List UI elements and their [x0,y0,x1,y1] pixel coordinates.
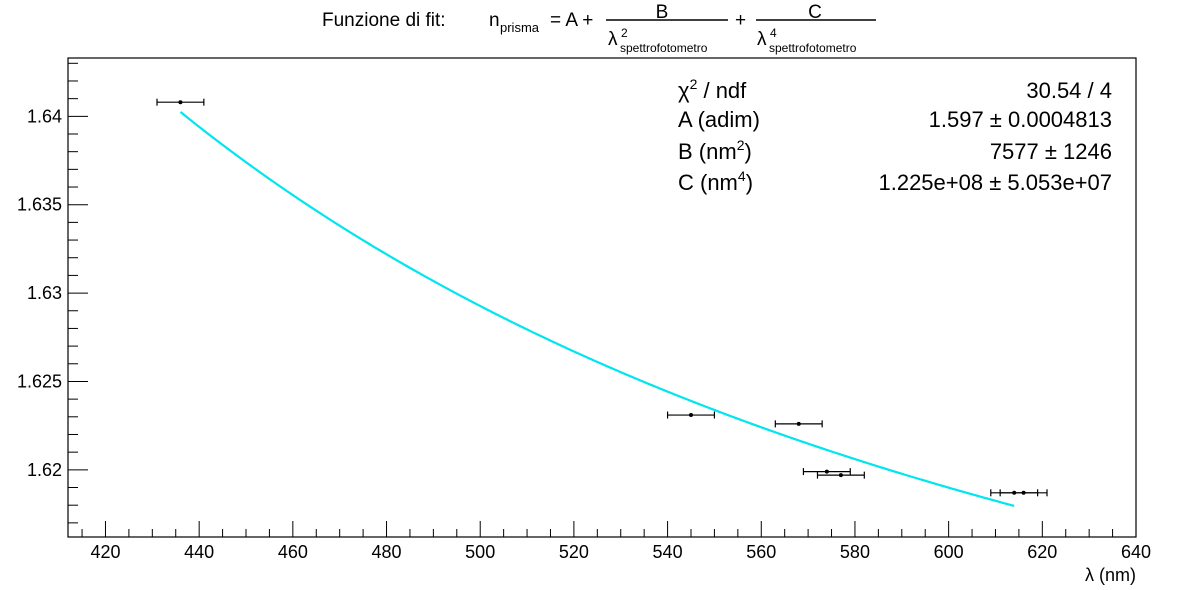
data-point [156,98,205,106]
x-tick-label: 480 [372,542,402,562]
stats-b-label: B (nm2) [678,137,752,164]
title-prefix: Funzione di fit: [322,10,446,31]
x-tick-label: 460 [278,542,308,562]
stats-a-value: 1.597 ± 0.0004813 [929,107,1112,132]
title-frac1-subscript: spettrofotometro [620,41,708,55]
stats-b-label-post: ) [744,139,751,164]
y-axis-tick-labels: 1.62 1.625 1.63 1.635 1.64 [17,106,62,480]
title-frac2-numerator: C [808,2,822,23]
point-marker [838,473,843,478]
data-point [999,489,1048,497]
stats-chi-symbol: χ [678,78,690,103]
x-tick-label: 540 [653,542,683,562]
fit-curve [179,111,1015,507]
stats-a-label: A (adim) [678,107,760,132]
stats-b-label-pre: B (nm [678,139,737,164]
data-point [802,468,851,476]
title-plus: + [735,10,746,31]
y-tick-label: 1.63 [27,283,62,303]
plot-title: Funzione di fit: n prisma = A + B λ 2 sp… [322,2,876,55]
x-tick-label: 640 [1121,542,1151,562]
y-tick-label: 1.62 [27,460,62,480]
stats-chi-value: 30.54 / 4 [1026,78,1112,103]
title-frac2-power: 4 [770,26,777,40]
point-marker [824,469,829,474]
x-tick-label: 520 [559,542,589,562]
point-marker [796,421,801,426]
data-point [774,420,823,428]
x-tick-label: 500 [465,542,495,562]
stats-chi-sup: 2 [690,76,698,92]
title-frac2-lambda: λ [757,29,767,50]
x-tick-label: 600 [934,542,964,562]
data-points [156,98,1048,497]
title-frac1-power: 2 [621,26,628,40]
y-tick-label: 1.64 [27,106,62,126]
x-axis-tick-labels: 420 440 460 480 500 520 540 560 580 600 620 640 [90,542,1151,562]
data-point [816,471,865,479]
x-tick-label: 560 [746,542,776,562]
y-tick-label: 1.625 [17,371,62,391]
stats-b-value: 7577 ± 1246 [990,139,1112,164]
y-axis-ticks [68,62,88,524]
title-equals-a: = A + [550,10,593,31]
stats-c-label: C (nm4) [678,168,753,195]
plot-frame [67,57,1137,538]
title-frac1-numerator: B [656,2,669,23]
x-axis-ticks [81,521,1137,537]
title-n-subscript: prisma [500,20,540,35]
title-n-symbol: n [489,10,500,31]
title-frac1-lambda: λ [608,29,618,50]
stats-c-value: 1.225e+08 ± 5.053e+07 [878,170,1112,195]
point-marker [178,100,183,105]
x-tick-label: 580 [840,542,870,562]
point-marker [1021,490,1026,495]
stats-c-label-pre: C (nm [678,170,738,195]
point-marker [689,413,693,418]
stats-chi-label: χ2 / ndf [678,76,747,103]
title-frac2-subscript: spettrofotometro [769,41,857,55]
stats-chi-rest: / ndf [697,78,747,103]
x-axis-title: λ (nm) [1085,565,1136,585]
fit-stats-box: χ2 / ndf 30.54 / 4 A (adim) 1.597 ± 0.00… [678,76,1112,195]
x-tick-label: 440 [184,542,214,562]
stats-c-label-post: ) [746,170,753,195]
data-point [666,411,716,419]
stats-c-label-sup: 4 [738,168,746,184]
y-tick-label: 1.635 [17,195,62,215]
x-tick-label: 420 [90,542,120,562]
x-tick-label: 620 [1027,542,1057,562]
stats-b-label-sup: 2 [737,137,745,153]
